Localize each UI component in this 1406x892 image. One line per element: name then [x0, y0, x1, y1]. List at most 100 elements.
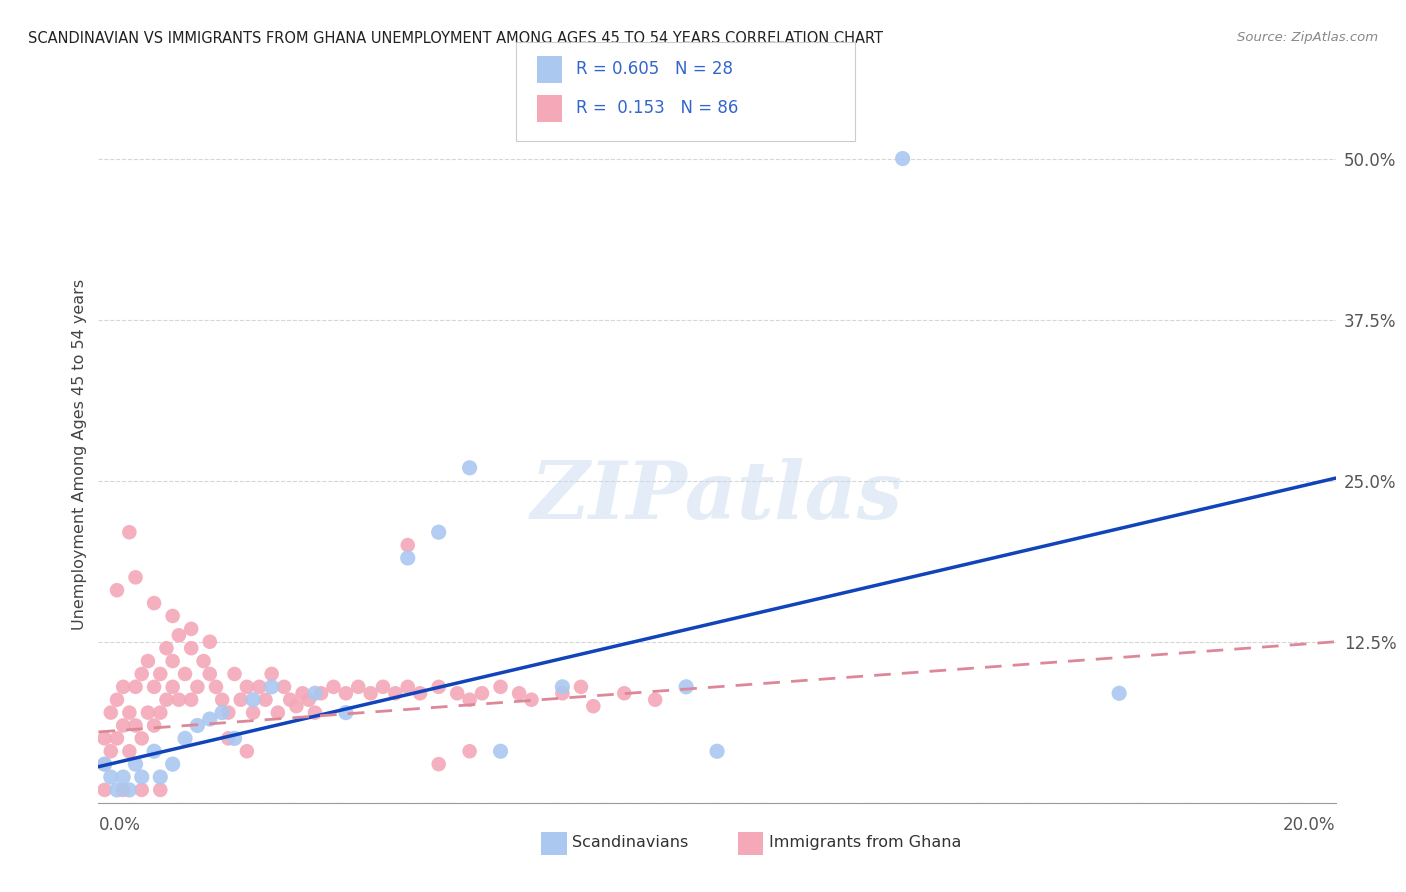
- Point: [396, 680, 419, 694]
- Point: [247, 680, 270, 694]
- Point: [520, 692, 543, 706]
- Point: [112, 680, 135, 694]
- Point: [112, 783, 135, 797]
- Point: [174, 667, 197, 681]
- Point: [143, 718, 166, 732]
- Point: [273, 680, 295, 694]
- Point: [105, 692, 128, 706]
- Point: [155, 641, 177, 656]
- Point: [335, 686, 357, 700]
- Point: [304, 706, 326, 720]
- Point: [162, 654, 184, 668]
- Point: [149, 706, 172, 720]
- Point: [211, 692, 233, 706]
- Point: [118, 525, 141, 540]
- Point: [229, 692, 252, 706]
- Point: [162, 680, 184, 694]
- Point: [427, 525, 450, 540]
- Point: [254, 692, 277, 706]
- Text: Source: ZipAtlas.com: Source: ZipAtlas.com: [1237, 31, 1378, 45]
- Text: Scandinavians: Scandinavians: [572, 836, 689, 850]
- Point: [298, 692, 321, 706]
- Point: [309, 686, 332, 700]
- Point: [167, 628, 190, 642]
- Point: [489, 680, 512, 694]
- Point: [211, 706, 233, 720]
- Point: [193, 654, 215, 668]
- Point: [180, 641, 202, 656]
- Point: [396, 538, 419, 552]
- Point: [675, 680, 697, 694]
- Text: Immigrants from Ghana: Immigrants from Ghana: [769, 836, 962, 850]
- Point: [644, 692, 666, 706]
- Point: [224, 667, 246, 681]
- Point: [162, 609, 184, 624]
- Point: [458, 692, 481, 706]
- Point: [186, 680, 208, 694]
- Point: [143, 744, 166, 758]
- Point: [136, 706, 159, 720]
- Point: [335, 706, 357, 720]
- Point: [131, 667, 153, 681]
- Point: [162, 757, 184, 772]
- Point: [458, 460, 481, 475]
- Point: [551, 680, 574, 694]
- Point: [242, 692, 264, 706]
- Point: [471, 686, 494, 700]
- Point: [118, 706, 141, 720]
- Point: [427, 680, 450, 694]
- Point: [155, 692, 177, 706]
- Text: R = 0.605   N = 28: R = 0.605 N = 28: [576, 61, 734, 78]
- Point: [242, 706, 264, 720]
- Point: [118, 744, 141, 758]
- Point: [267, 706, 290, 720]
- Point: [198, 667, 221, 681]
- Point: [613, 686, 636, 700]
- Point: [174, 731, 197, 746]
- Point: [409, 686, 432, 700]
- Point: [508, 686, 530, 700]
- Point: [124, 757, 146, 772]
- Point: [105, 583, 128, 598]
- Point: [93, 757, 115, 772]
- Point: [322, 680, 344, 694]
- Point: [384, 686, 406, 700]
- Text: 0.0%: 0.0%: [98, 816, 141, 834]
- Point: [291, 686, 314, 700]
- Point: [427, 757, 450, 772]
- Point: [131, 731, 153, 746]
- Text: R =  0.153   N = 86: R = 0.153 N = 86: [576, 100, 738, 118]
- Point: [100, 770, 122, 784]
- Point: [706, 744, 728, 758]
- Point: [371, 680, 394, 694]
- Point: [136, 654, 159, 668]
- Point: [891, 152, 914, 166]
- Point: [167, 692, 190, 706]
- Point: [458, 744, 481, 758]
- Point: [124, 570, 146, 584]
- Point: [217, 706, 239, 720]
- Point: [236, 744, 259, 758]
- Point: [143, 680, 166, 694]
- Y-axis label: Unemployment Among Ages 45 to 54 years: Unemployment Among Ages 45 to 54 years: [72, 279, 87, 631]
- Point: [112, 770, 135, 784]
- Point: [180, 692, 202, 706]
- Point: [149, 770, 172, 784]
- Point: [112, 718, 135, 732]
- Point: [236, 680, 259, 694]
- Point: [260, 667, 283, 681]
- Point: [93, 783, 115, 797]
- Point: [93, 731, 115, 746]
- Point: [198, 634, 221, 648]
- Point: [347, 680, 370, 694]
- Point: [149, 667, 172, 681]
- Text: ZIPatlas: ZIPatlas: [531, 458, 903, 535]
- Point: [569, 680, 592, 694]
- Point: [217, 731, 239, 746]
- Point: [105, 731, 128, 746]
- Point: [224, 731, 246, 746]
- Point: [285, 699, 308, 714]
- Point: [131, 783, 153, 797]
- Point: [180, 622, 202, 636]
- Point: [446, 686, 468, 700]
